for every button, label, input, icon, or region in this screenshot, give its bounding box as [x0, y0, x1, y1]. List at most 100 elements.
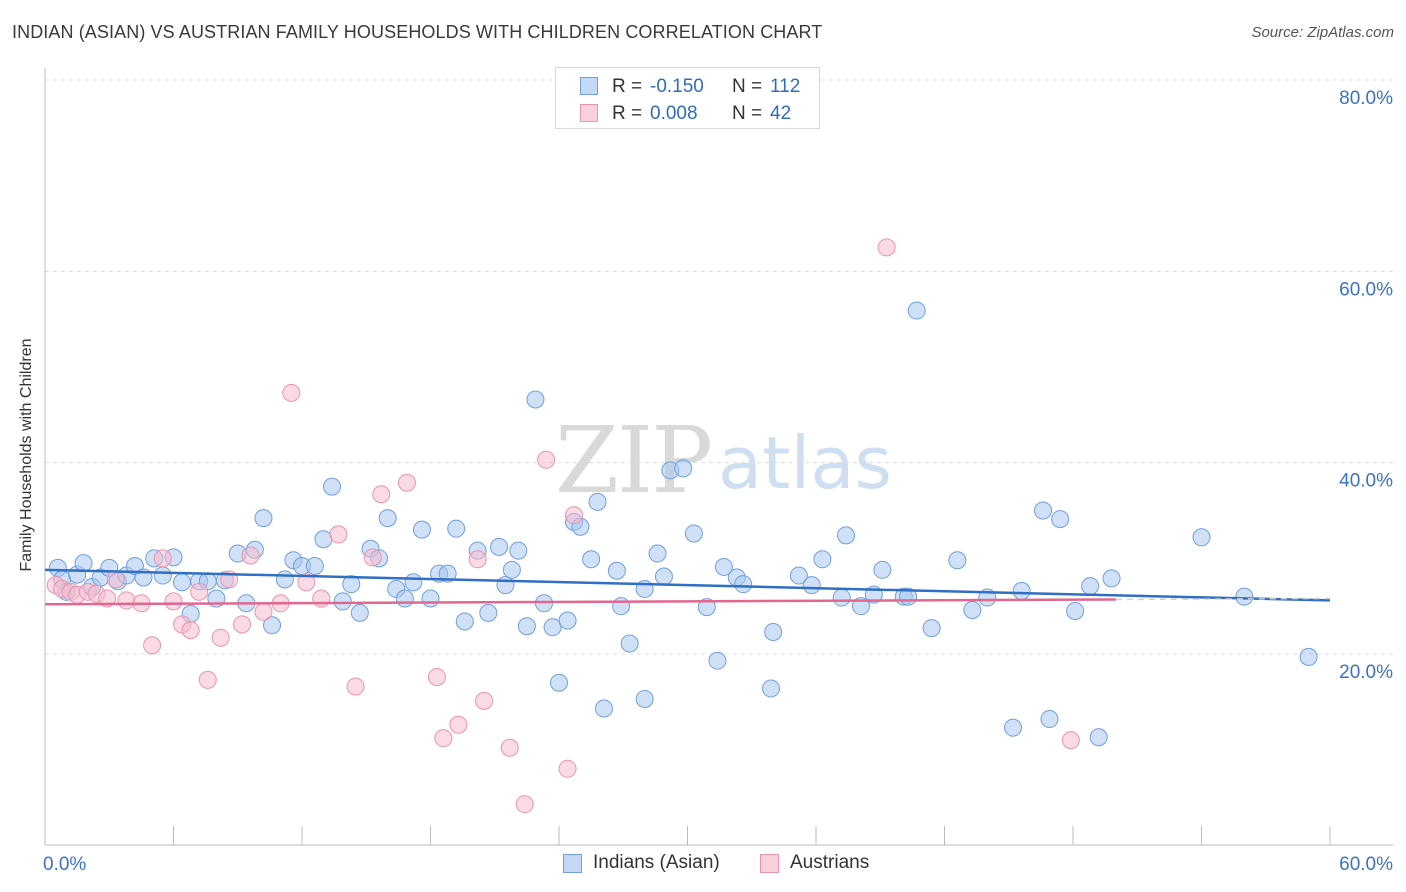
- austrian-point: [211, 628, 230, 647]
- austrian-point: [254, 602, 273, 621]
- austrian-point: [198, 670, 217, 689]
- austrian-point: [397, 473, 416, 492]
- indian-point: [714, 557, 733, 576]
- legend-r-label: R =: [612, 103, 643, 124]
- watermark-zip: ZIP: [555, 407, 711, 514]
- indian-point: [907, 301, 926, 320]
- indian-point: [607, 561, 626, 580]
- points-layer: [46, 238, 1318, 814]
- austrian-point: [233, 615, 252, 634]
- indian-point: [1102, 569, 1121, 588]
- indian-point: [275, 570, 294, 589]
- austrian-point: [329, 525, 348, 544]
- indian-point: [1012, 581, 1031, 600]
- indian-point: [421, 589, 440, 608]
- austrian-point: [190, 582, 209, 601]
- indian-point: [813, 550, 832, 569]
- legend-r-value: 0.008: [650, 103, 698, 124]
- axis-layer: [44, 68, 1393, 846]
- austrian-point: [153, 549, 172, 568]
- austrian-point: [427, 667, 446, 686]
- indian-point: [789, 566, 808, 585]
- legend-swatch-blue: [563, 854, 582, 873]
- indian-point: [502, 560, 521, 579]
- austrian-point: [1061, 731, 1080, 750]
- indian-point: [873, 560, 892, 579]
- legend-swatch-pink: [580, 104, 598, 122]
- indian-point: [1034, 501, 1053, 520]
- indian-point: [963, 600, 982, 619]
- indian-point: [648, 544, 667, 563]
- indian-point: [1051, 510, 1070, 529]
- legend-r-value: -0.150: [650, 76, 704, 97]
- indian-point: [948, 551, 967, 570]
- indian-point: [802, 576, 821, 595]
- austrian-point: [106, 570, 125, 589]
- watermark-atlas: atlas: [718, 421, 892, 505]
- legend-r-label: R =: [612, 76, 643, 97]
- austrian-point: [241, 546, 260, 565]
- austrian-point: [372, 485, 391, 504]
- legend-label-indians: Indians (Asian): [593, 852, 720, 873]
- indian-point: [762, 679, 781, 698]
- legend-n-label: N =: [732, 103, 763, 124]
- indian-point: [684, 524, 703, 543]
- indian-point: [479, 603, 498, 622]
- y-tick-label: 60.0%: [1339, 279, 1393, 300]
- indian-point: [404, 573, 423, 592]
- indian-point: [496, 576, 515, 595]
- indian-point: [1299, 647, 1318, 666]
- austrian-point: [363, 548, 382, 567]
- indian-point: [558, 611, 577, 630]
- indian-point: [612, 597, 631, 616]
- indian-point: [314, 530, 333, 549]
- indian-point: [550, 673, 568, 692]
- austrian-trend-line: [44, 598, 1116, 606]
- indian-point: [342, 575, 361, 594]
- indian-point: [697, 598, 716, 617]
- austrian-point: [164, 592, 183, 611]
- austrian-point: [515, 795, 534, 814]
- legend-swatch-blue: [580, 77, 598, 95]
- austrian-point: [434, 729, 453, 748]
- legend-n-value: 112: [770, 76, 801, 97]
- austrian-point: [500, 738, 519, 757]
- series-legend: Indians (Asian) Austrians: [0, 852, 1406, 876]
- indian-point: [836, 526, 855, 545]
- indian-point: [254, 509, 273, 528]
- indian-trend-line: [44, 568, 1331, 602]
- indian-point: [378, 509, 397, 528]
- indian-point: [594, 699, 613, 718]
- indian-point: [517, 617, 536, 636]
- indian-point: [734, 575, 753, 594]
- indian-point: [1081, 577, 1100, 596]
- indian-point: [333, 592, 352, 611]
- correlation-legend: R = -0.150 N = 112 R = 0.008 N = 42: [555, 67, 820, 129]
- austrian-point: [537, 450, 556, 469]
- indian-point: [635, 689, 654, 708]
- indian-point: [509, 541, 528, 560]
- legend-n-label: N =: [732, 76, 763, 97]
- indian-point: [1089, 728, 1108, 747]
- indian-point: [305, 556, 324, 575]
- austrian-trend-extension: [1115, 597, 1331, 601]
- indian-point: [447, 519, 466, 538]
- indian-point: [654, 567, 673, 586]
- austrian-point: [449, 715, 468, 734]
- y-tick-label: 80.0%: [1339, 88, 1393, 109]
- indian-point: [263, 616, 282, 635]
- indian-point: [764, 622, 783, 641]
- x-tick-label: 0.0%: [43, 854, 86, 875]
- austrian-point: [468, 550, 487, 569]
- austrian-point: [181, 621, 200, 640]
- indian-point: [153, 566, 172, 585]
- indian-point: [1066, 601, 1085, 620]
- austrian-point: [117, 591, 136, 610]
- indian-point: [1235, 587, 1254, 606]
- indian-point: [526, 390, 545, 409]
- austrian-point: [143, 636, 162, 655]
- austrian-point: [877, 238, 896, 257]
- indian-point: [350, 603, 369, 622]
- indian-point: [74, 554, 93, 573]
- indian-point: [851, 597, 870, 616]
